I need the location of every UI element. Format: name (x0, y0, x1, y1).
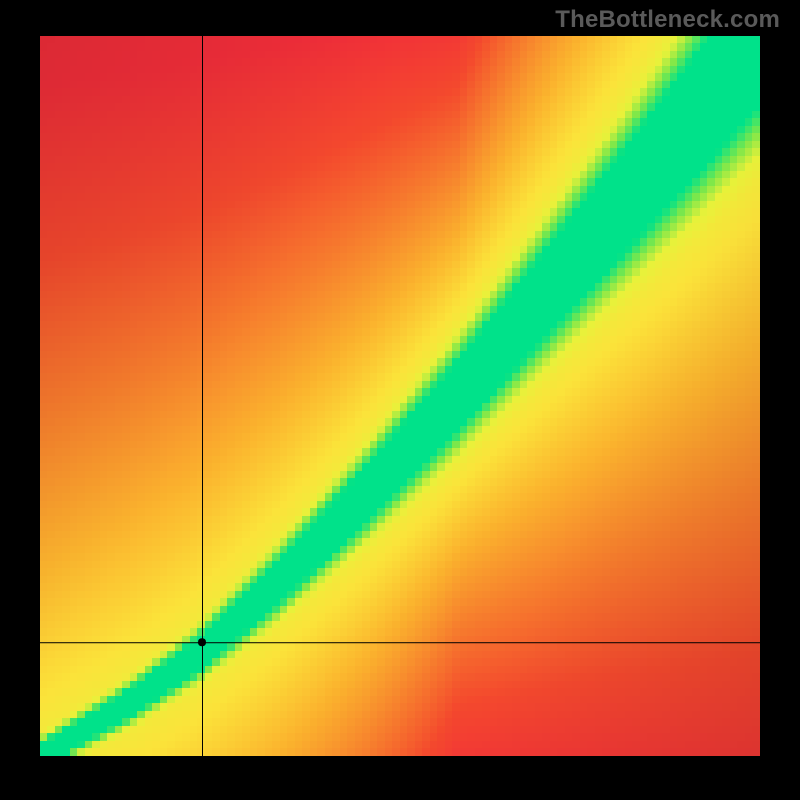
heatmap-canvas (40, 36, 760, 756)
watermark-text: TheBottleneck.com (555, 6, 780, 34)
stage: TheBottleneck.com (0, 0, 800, 800)
heatmap-plot (40, 36, 760, 756)
